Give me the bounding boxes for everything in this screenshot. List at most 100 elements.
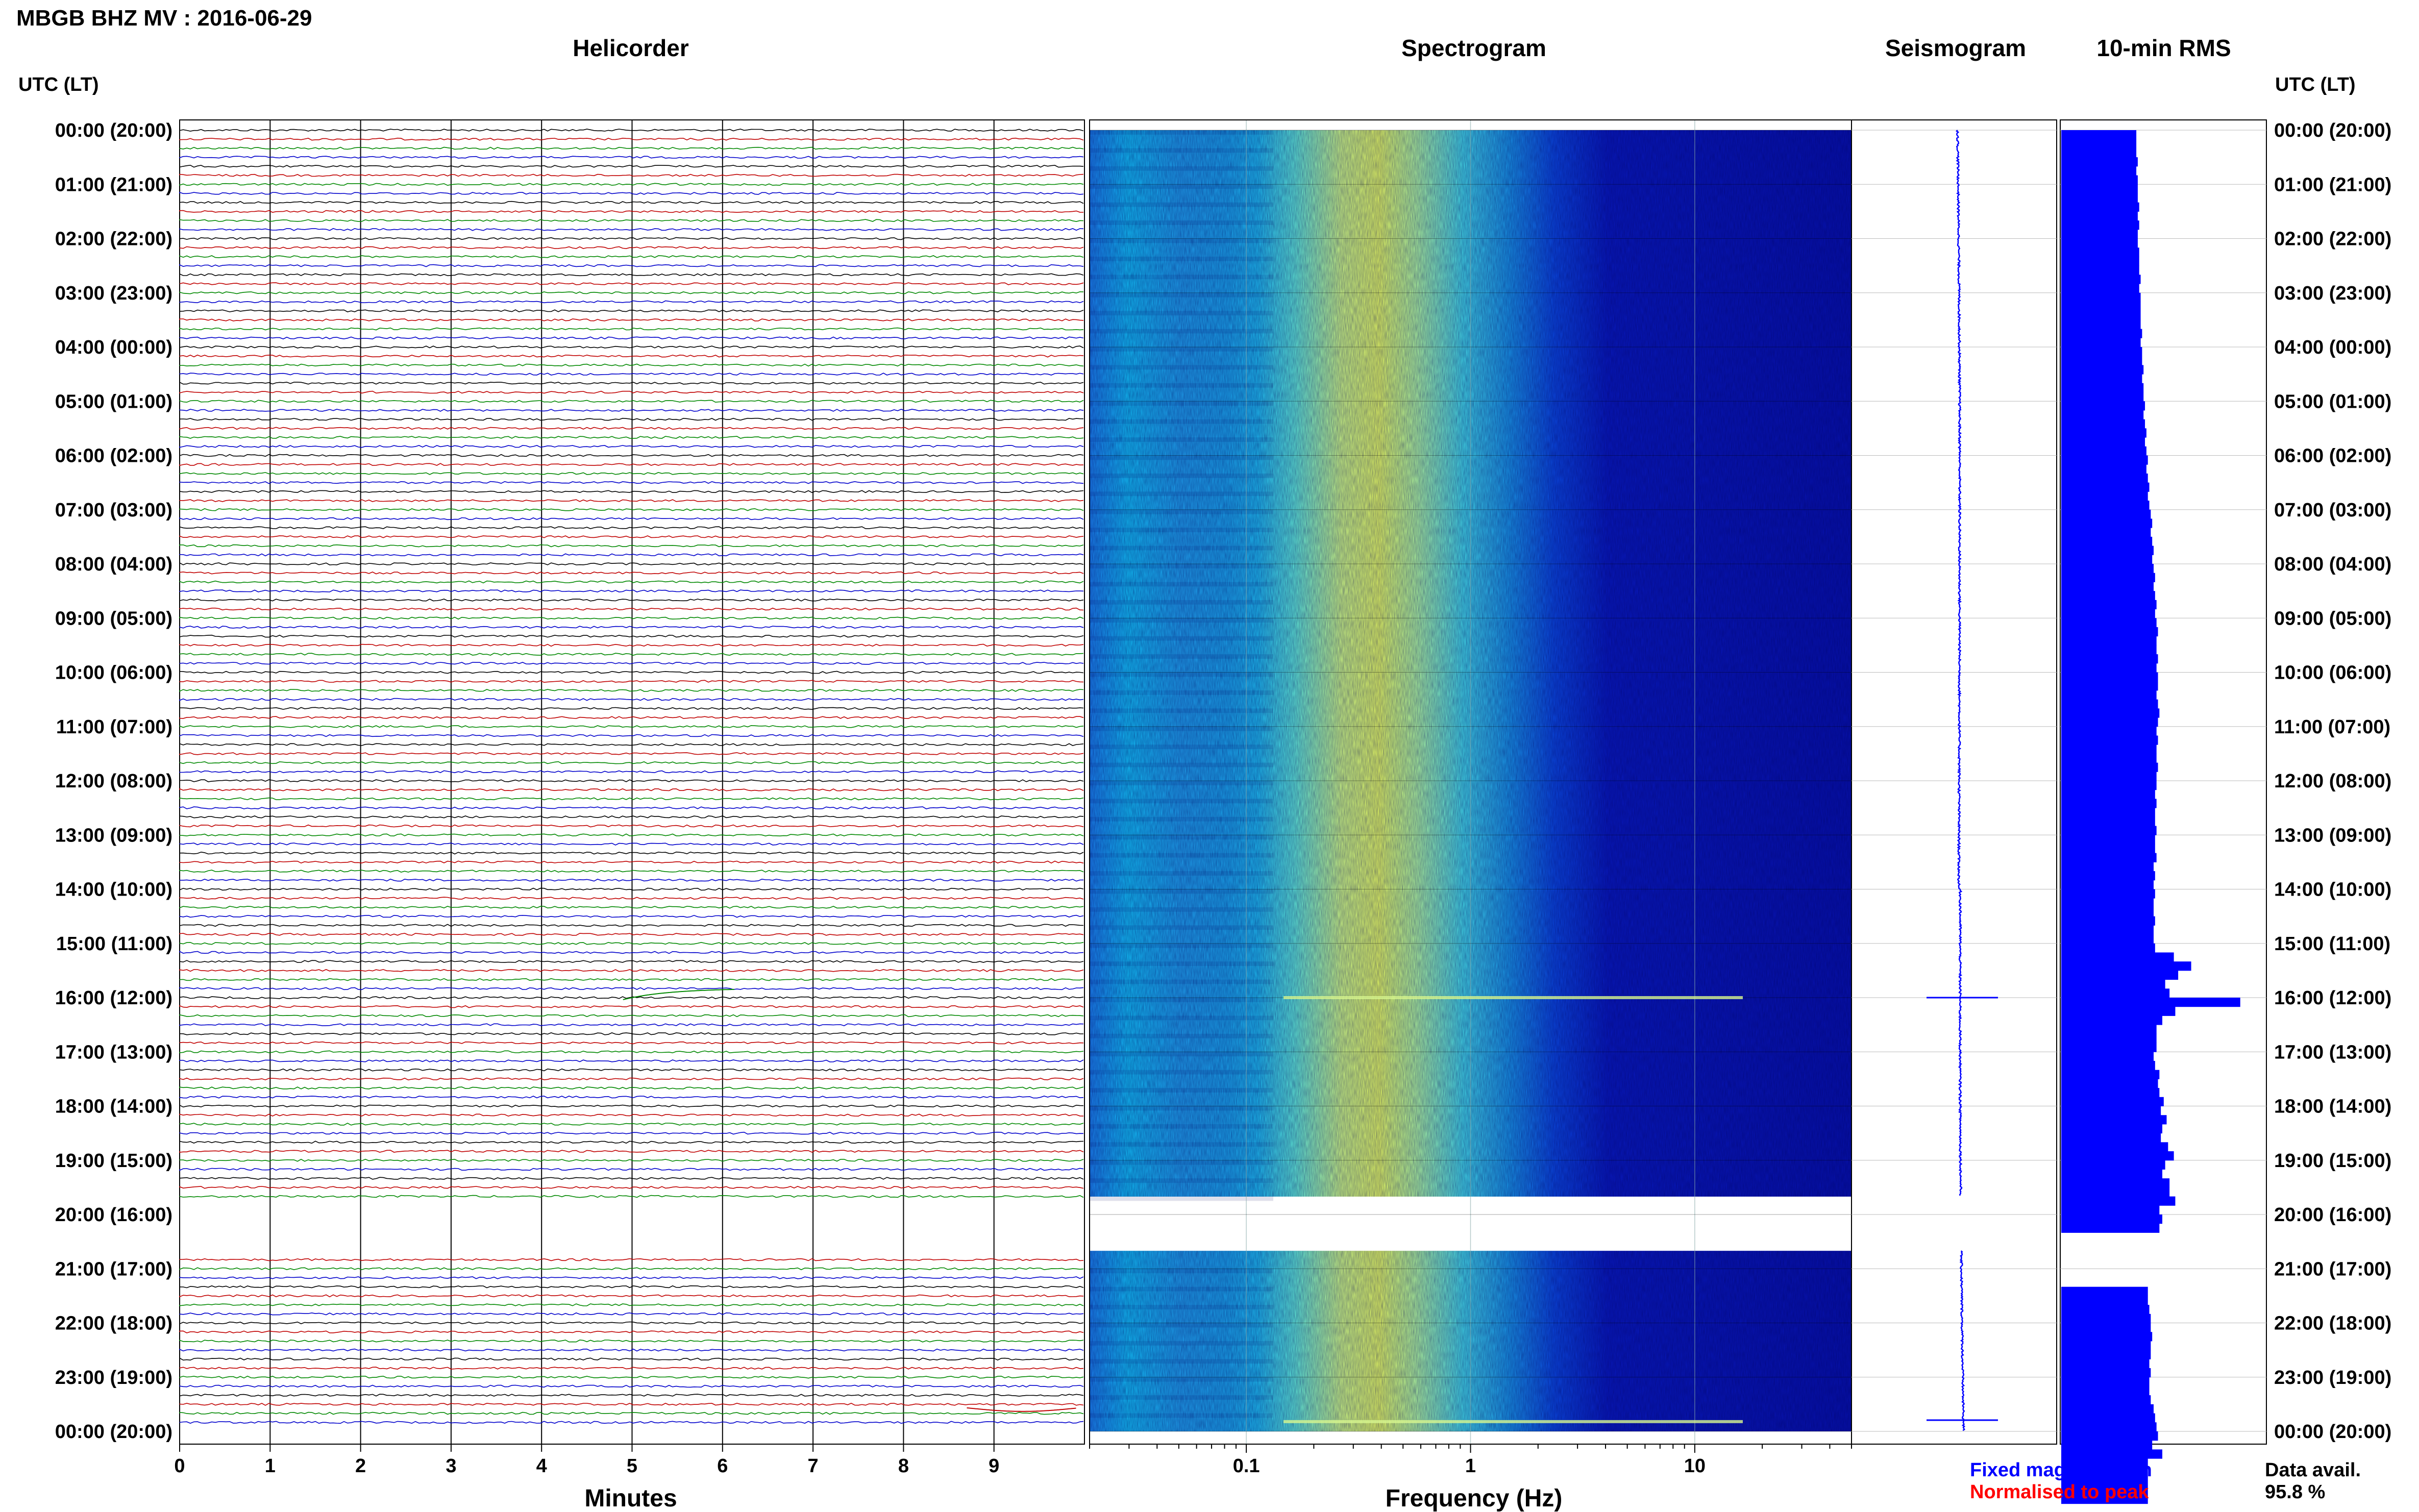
right-hour-label: 10:00 (06:00) — [2274, 662, 2391, 684]
right-hour-label: 07:00 (03:00) — [2274, 500, 2391, 521]
spectrogram-row-band — [1090, 745, 1273, 750]
rms-bar — [2061, 609, 2155, 618]
helicorder-trace — [179, 734, 1084, 737]
left-hour-label: 09:00 (05:00) — [55, 608, 172, 629]
helicorder-trace — [179, 472, 1084, 475]
data-availability-value: 95.8 % — [2265, 1481, 2325, 1503]
rms-bar — [2061, 654, 2158, 664]
helicorder-trace — [179, 1177, 1084, 1180]
rms-bar — [2061, 428, 2146, 438]
spectrogram-row-band — [1090, 998, 1273, 1002]
helicorder-trace — [179, 1077, 1084, 1081]
right-hour-label: 11:00 (07:00) — [2274, 716, 2390, 738]
rms-bar — [2061, 717, 2158, 727]
helicorder-trace — [179, 824, 1084, 828]
helicorder-trace — [179, 1348, 1084, 1352]
helicorder-trace — [179, 345, 1084, 349]
helicorder-trace — [179, 1258, 1084, 1261]
rms-bar — [2061, 762, 2158, 772]
left-hour-label: 06:00 (02:00) — [55, 445, 172, 467]
helicorder-trace — [179, 1285, 1084, 1288]
helicorder-heading: Helicorder — [573, 35, 689, 61]
helicorder-trace — [179, 1375, 1084, 1379]
helicorder-trace — [179, 761, 1084, 764]
rms-bar — [2061, 1386, 2150, 1396]
seismogram-trace — [1956, 130, 1963, 1196]
left-hour-label: 17:00 (13:00) — [55, 1042, 172, 1063]
left-hour-label: 10:00 (06:00) — [55, 662, 172, 684]
legend-normalised-to-peak: Normalised to peak — [1970, 1481, 2149, 1503]
rms-bar — [2061, 753, 2157, 763]
rms-bar — [2061, 1106, 2161, 1116]
helicorder-trace — [179, 671, 1084, 674]
rms-bar — [2061, 1332, 2153, 1342]
left-time-axis-label: UTC (LT) — [18, 74, 99, 95]
chart-title: MBGB BHZ MV : 2016-06-29 — [16, 6, 312, 31]
helicorder-event-23h — [967, 1407, 1076, 1412]
helicorder-x-tick-label: 3 — [446, 1455, 456, 1477]
rms-bar — [2061, 735, 2158, 745]
spectrogram-row-band — [1090, 1015, 1273, 1021]
spectrogram-row-band — [1090, 365, 1273, 370]
helicorder-trace — [179, 770, 1084, 774]
rms-bar — [2061, 1052, 2154, 1061]
spectrogram-row-band — [1090, 1413, 1273, 1418]
rms-bar — [2061, 464, 2146, 474]
spectrogram-row-band — [1090, 1196, 1273, 1201]
rms-bar — [2061, 826, 2157, 835]
helicorder-trace — [179, 291, 1084, 294]
spectrogram-row-band — [1090, 546, 1273, 551]
rms-bar — [2061, 247, 2139, 257]
left-hour-label: 00:00 (20:00) — [55, 120, 172, 141]
left-hour-label: 22:00 (18:00) — [55, 1313, 172, 1334]
helicorder-trace — [179, 878, 1084, 882]
right-hour-label: 00:00 (20:00) — [2274, 120, 2391, 141]
right-hour-label: 18:00 (14:00) — [2274, 1096, 2391, 1118]
rms-bar — [2061, 745, 2157, 754]
left-hour-label: 12:00 (08:00) — [55, 771, 172, 792]
rms-bar — [2061, 1015, 2162, 1025]
helicorder-x-ticks: 0 1 2 3 4 5 6 7 8 9 — [174, 1444, 999, 1477]
rms-bar — [2061, 1187, 2170, 1197]
helicorder-trace — [179, 1421, 1084, 1424]
spectrogram-row-band — [1090, 1142, 1273, 1147]
rms-bar — [2061, 482, 2150, 492]
rms-bar — [2061, 573, 2155, 582]
helicorder-trace — [179, 228, 1084, 231]
rms-bar — [2061, 437, 2145, 447]
right-hour-label: 14:00 (10:00) — [2274, 879, 2391, 901]
left-hour-label: 20:00 (16:00) — [55, 1204, 172, 1226]
rms-bar — [2061, 1413, 2155, 1423]
rms-bar — [2061, 808, 2155, 817]
helicorder-x-tick-label: 2 — [355, 1455, 366, 1477]
rms-panel — [2060, 119, 2267, 1504]
helicorder-trace — [179, 661, 1084, 665]
helicorder-trace — [179, 914, 1084, 918]
spectrogram-row-band — [1090, 654, 1273, 659]
rms-bar — [2061, 1079, 2158, 1088]
spectrogram-x-ticks: 0.1 1 10 — [1089, 1444, 1852, 1477]
helicorder-trace — [179, 924, 1084, 927]
rms-bar — [2061, 473, 2148, 483]
helicorder-trace — [179, 309, 1084, 312]
helicorder-trace — [179, 436, 1084, 439]
helicorder-trace — [179, 1411, 1084, 1415]
spectrogram-row-band — [1090, 202, 1273, 207]
rms-bar — [2061, 1377, 2150, 1386]
helicorder-trace — [179, 444, 1084, 448]
spectrogram-row-band — [1090, 708, 1273, 713]
rms-bar — [2061, 229, 2138, 239]
right-hour-label: 21:00 (17:00) — [2274, 1258, 2391, 1280]
rms-bar — [2061, 1115, 2167, 1125]
rms-bar — [2061, 925, 2154, 935]
spectrogram-row-band — [1090, 1269, 1273, 1274]
rms-bar — [2061, 1485, 2148, 1495]
spectrogram-row-band — [1090, 148, 1273, 153]
helicorder-trace — [179, 1023, 1084, 1026]
rms-bar — [2061, 1160, 2165, 1170]
helicorder-trace — [179, 1113, 1084, 1117]
rms-bar — [2061, 1467, 2148, 1477]
spectrogram-row-band — [1090, 528, 1273, 533]
left-hour-label: 08:00 (04:00) — [55, 554, 172, 575]
helicorder-trace — [179, 860, 1084, 864]
